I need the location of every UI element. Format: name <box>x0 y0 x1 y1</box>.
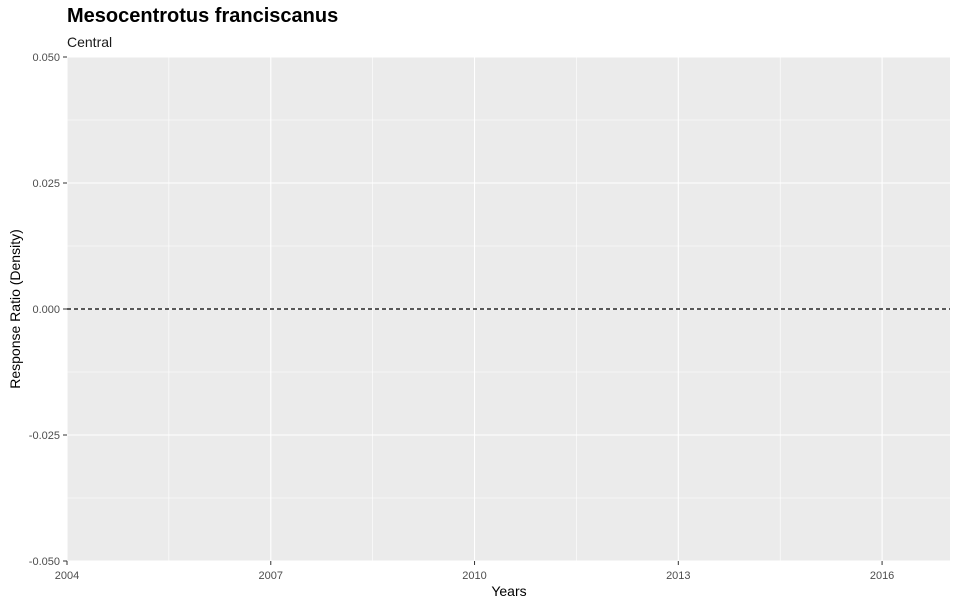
chart-subtitle: Central <box>67 34 113 50</box>
x-tick-label: 2013 <box>666 570 690 582</box>
x-tick-label: 2016 <box>870 570 894 582</box>
y-tick-label: 0.050 <box>32 52 60 64</box>
y-tick-label: -0.025 <box>29 430 60 442</box>
x-axis-title: Years <box>491 583 526 599</box>
x-axis: 2004 2007 2010 2013 2016 <box>55 561 894 582</box>
x-tick-label: 2010 <box>462 570 486 582</box>
y-axis-title: Response Ratio (Density) <box>7 229 23 389</box>
chart-title: Mesocentrotus franciscanus <box>67 5 339 27</box>
x-tick-label: 2007 <box>259 570 283 582</box>
y-axis: -0.050 -0.025 0.000 0.025 0.050 <box>29 52 67 568</box>
y-tick-label: -0.050 <box>29 556 60 568</box>
y-tick-label: 0.025 <box>32 178 60 190</box>
x-tick-label: 2004 <box>55 570 79 582</box>
y-tick-label: 0.000 <box>32 304 60 316</box>
